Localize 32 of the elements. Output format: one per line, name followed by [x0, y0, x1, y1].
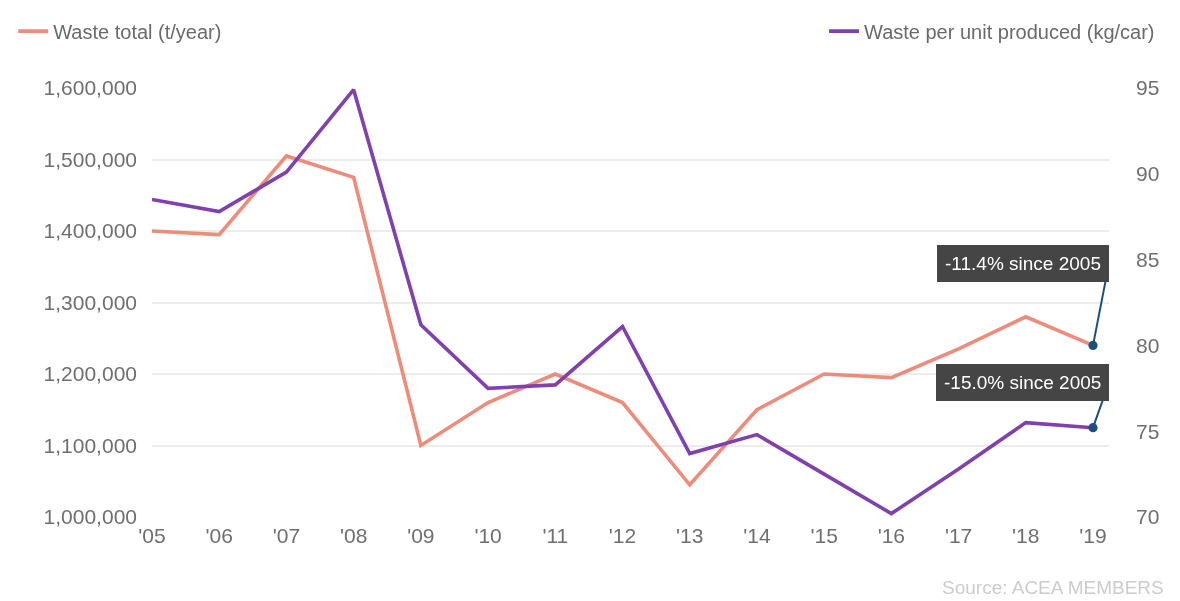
x-tick-label: '08 [339, 524, 368, 547]
y-tick-label: 1,400,000 [43, 219, 137, 243]
x-tick-label: '07 [272, 524, 301, 547]
x-tick-label: '06 [205, 524, 233, 547]
x-tick-label: '13 [676, 524, 704, 547]
y-tick-label: 1,500,000 [43, 147, 137, 171]
legend-label: Waste total (t/year) [53, 20, 222, 43]
legend-label: Waste per unit produced (kg/car) [864, 20, 1155, 43]
y-tick-label: 1,100,000 [43, 433, 137, 457]
x-tick-label: '10 [474, 524, 502, 547]
x-tick-label: '15 [810, 524, 838, 547]
x-tick-label: '17 [944, 524, 973, 547]
x-tick-label: '14 [743, 524, 771, 547]
y-tick-label: 1,600,000 [43, 76, 137, 100]
x-tick-label: '05 [138, 524, 166, 547]
annotation: -15.0% since 2005 [944, 372, 1102, 393]
x-tick-label: '11 [542, 524, 569, 547]
x-tick-label: '12 [608, 524, 637, 547]
y-tick-label: 1,300,000 [43, 290, 137, 314]
y2-tick-label: 80 [1136, 333, 1160, 357]
annotation: -11.4% since 2005 [945, 253, 1101, 274]
y2-tick-label: 95 [1136, 76, 1160, 100]
y2-tick-label: 75 [1136, 419, 1160, 443]
x-tick-label: '18 [1012, 524, 1040, 547]
y2-tick-label: 70 [1136, 505, 1160, 529]
y-tick-label: 1,200,000 [43, 362, 137, 386]
x-tick-label: '09 [407, 524, 435, 547]
x-tick-label: '19 [1079, 524, 1107, 547]
y2-tick-label: 90 [1136, 162, 1160, 186]
y-tick-label: 1,000,000 [43, 505, 137, 529]
x-tick-label: '16 [877, 524, 906, 547]
y2-tick-label: 85 [1136, 247, 1160, 271]
